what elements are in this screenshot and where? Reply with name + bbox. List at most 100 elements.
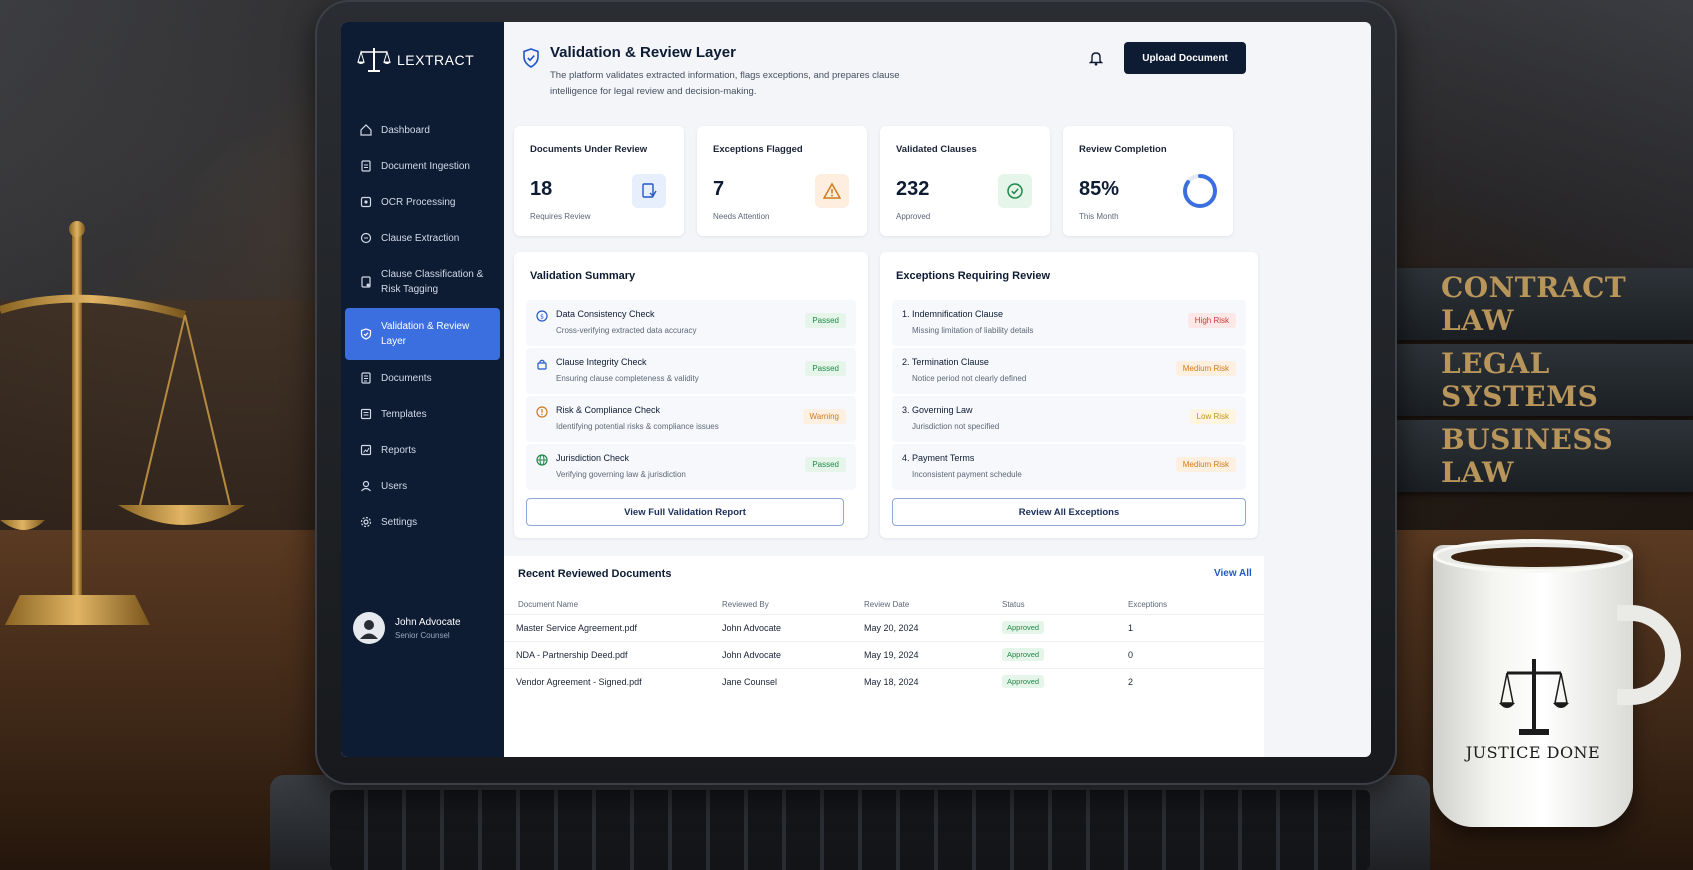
status-badge: Approved <box>1002 648 1045 661</box>
brand[interactable]: LEXTRACT <box>357 46 474 74</box>
risk-badge: Low Risk <box>1189 409 1236 424</box>
check-clause-integrity[interactable]: Clause Integrity Check Ensuring clause c… <box>526 348 856 394</box>
stat-label: Review Completion <box>1079 144 1167 155</box>
stat-sub: This Month <box>1079 212 1119 221</box>
sidebar-item-document-ingestion[interactable]: Document Ingestion <box>345 148 500 184</box>
stat-sub: Approved <box>896 212 931 221</box>
check-description: Identifying potential risks & compliance… <box>556 422 719 431</box>
book-legal-systems: LEGAL SYSTEMS <box>1393 344 1693 416</box>
scales-logo-icon <box>357 48 391 72</box>
sidebar-item-label: OCR Processing <box>381 196 456 208</box>
gear-icon <box>359 515 373 529</box>
exception-title: 2. Termination Clause <box>902 357 989 367</box>
main-content: Validation & Review Layer The platform v… <box>504 22 1371 757</box>
stat-sub: Needs Attention <box>713 212 770 221</box>
exception-payment-terms[interactable]: 4. Payment Terms Inconsistent payment sc… <box>892 444 1246 490</box>
check-description: Cross-verifying extracted data accuracy <box>556 326 697 335</box>
document-name: NDA - Partnership Deed.pdf <box>516 650 628 660</box>
sidebar-item-templates[interactable]: Templates <box>345 396 500 432</box>
check-risk-compliance[interactable]: Risk & Compliance Check Identifying pote… <box>526 396 856 442</box>
sidebar-item-users[interactable]: Users <box>345 468 500 504</box>
exception-title: 1. Indemnification Clause <box>902 309 1004 319</box>
page-title: Validation & Review Layer <box>550 44 736 61</box>
user-avatar-icon <box>360 620 378 639</box>
check-circle-icon <box>998 174 1032 208</box>
check-description: Verifying governing law & jurisdiction <box>556 470 686 479</box>
status-badge: Approved <box>1002 675 1045 688</box>
column-header: Exceptions <box>1128 600 1168 609</box>
panel-title: Validation Summary <box>530 270 636 282</box>
document-review-icon <box>632 174 666 208</box>
risk-badge: High Risk <box>1187 313 1236 328</box>
table-row[interactable]: NDA - Partnership Deed.pdf John Advocate… <box>504 641 1264 668</box>
sidebar: LEXTRACT Dashboard Document Ingestion OC… <box>341 22 504 757</box>
exceptions-count: 0 <box>1128 650 1134 660</box>
sidebar-nav: Dashboard Document Ingestion OCR Process… <box>341 112 504 540</box>
stat-label: Validated Clauses <box>896 144 977 155</box>
table-title: Recent Reviewed Documents <box>518 568 672 580</box>
sidebar-item-clause-classification[interactable]: Clause Classification & Risk Tagging <box>345 256 500 308</box>
view-full-validation-report-button[interactable]: View Full Validation Report <box>526 498 844 526</box>
exception-termination[interactable]: 2. Termination Clause Notice period not … <box>892 348 1246 394</box>
document-name: Vendor Agreement - Signed.pdf <box>516 677 642 687</box>
stat-value: 18 <box>530 178 553 200</box>
review-date: May 20, 2024 <box>864 623 919 633</box>
upload-document-button[interactable]: Upload Document <box>1124 42 1246 74</box>
stat-documents-under-review[interactable]: Documents Under Review 18 Requires Revie… <box>514 126 684 236</box>
reviewed-by: John Advocate <box>722 623 782 633</box>
sidebar-item-label: Reports <box>381 444 417 456</box>
sidebar-item-label: Clause Extraction <box>381 232 460 244</box>
exception-description: Inconsistent payment schedule <box>912 470 1022 479</box>
sidebar-item-dashboard[interactable]: Dashboard <box>345 112 500 148</box>
sidebar-item-documents[interactable]: Documents <box>345 360 500 396</box>
view-all-link[interactable]: View All <box>1214 568 1252 579</box>
check-jurisdiction[interactable]: Jurisdiction Check Verifying governing l… <box>526 444 856 490</box>
panel-title: Exceptions Requiring Review <box>896 270 1051 282</box>
book-business-law: BUSINESS LAW <box>1393 420 1693 492</box>
table-row[interactable]: Vendor Agreement - Signed.pdf Jane Couns… <box>504 668 1264 695</box>
validation-summary-panel: Validation Summary $ Data Consistency Ch… <box>514 252 868 538</box>
database-icon: $ <box>536 310 548 322</box>
tag-icon <box>359 275 373 289</box>
page-description: The platform validates extracted informa… <box>550 70 900 97</box>
stat-value: 7 <box>713 178 725 200</box>
exceptions-panel: Exceptions Requiring Review 1. Indemnifi… <box>880 252 1258 538</box>
table-row[interactable]: Master Service Agreement.pdf John Advoca… <box>504 614 1264 641</box>
stat-exceptions-flagged[interactable]: Exceptions Flagged 7 Needs Attention <box>697 126 867 236</box>
status-badge: Approved <box>1002 621 1045 634</box>
stat-value: 85% <box>1079 178 1120 200</box>
book-contract-law: CONTRACT LAW <box>1393 268 1693 340</box>
completion-progress-ring <box>1183 174 1217 208</box>
user-icon <box>359 479 373 493</box>
sidebar-item-validation-review[interactable]: Validation & Review Layer <box>345 308 500 360</box>
check-title: Data Consistency Check <box>556 309 655 319</box>
status-badge: Warning <box>802 409 846 424</box>
exception-governing-law[interactable]: 3. Governing Law Jurisdiction not specif… <box>892 396 1246 442</box>
sidebar-item-label: Users <box>381 480 408 492</box>
reviewed-by: John Advocate <box>722 650 782 660</box>
sidebar-item-label: Dashboard <box>381 124 430 136</box>
document-name: Master Service Agreement.pdf <box>516 623 638 633</box>
recent-reviewed-documents: Recent Reviewed Documents View All Docum… <box>504 556 1264 757</box>
keyboard <box>330 790 1370 870</box>
exception-indemnification[interactable]: 1. Indemnification Clause Missing limita… <box>892 300 1246 346</box>
stat-validated-clauses[interactable]: Validated Clauses 232 Approved <box>880 126 1050 236</box>
sidebar-item-label: Document Ingestion <box>381 160 470 172</box>
review-date: May 19, 2024 <box>864 650 919 660</box>
sidebar-item-ocr-processing[interactable]: OCR Processing <box>345 184 500 220</box>
status-badge: Passed <box>805 313 846 328</box>
stat-review-completion[interactable]: Review Completion 85% This Month <box>1063 126 1233 236</box>
sidebar-item-clause-extraction[interactable]: Clause Extraction <box>345 220 500 256</box>
exceptions-count: 1 <box>1128 623 1134 633</box>
user-profile[interactable]: John Advocate Senior Counsel <box>353 612 461 644</box>
sidebar-item-reports[interactable]: Reports <box>345 432 500 468</box>
check-data-consistency[interactable]: $ Data Consistency Check Cross-verifying… <box>526 300 856 346</box>
sidebar-item-label: Settings <box>381 516 418 528</box>
sidebar-item-settings[interactable]: Settings <box>345 504 500 540</box>
review-all-exceptions-button[interactable]: Review All Exceptions <box>892 498 1246 526</box>
brand-name: LEXTRACT <box>397 52 475 68</box>
exception-description: Missing limitation of liability details <box>912 326 1034 335</box>
bell-icon[interactable] <box>1089 50 1103 66</box>
avatar <box>353 612 385 644</box>
sidebar-item-label: Validation & Review Layer <box>381 321 470 347</box>
